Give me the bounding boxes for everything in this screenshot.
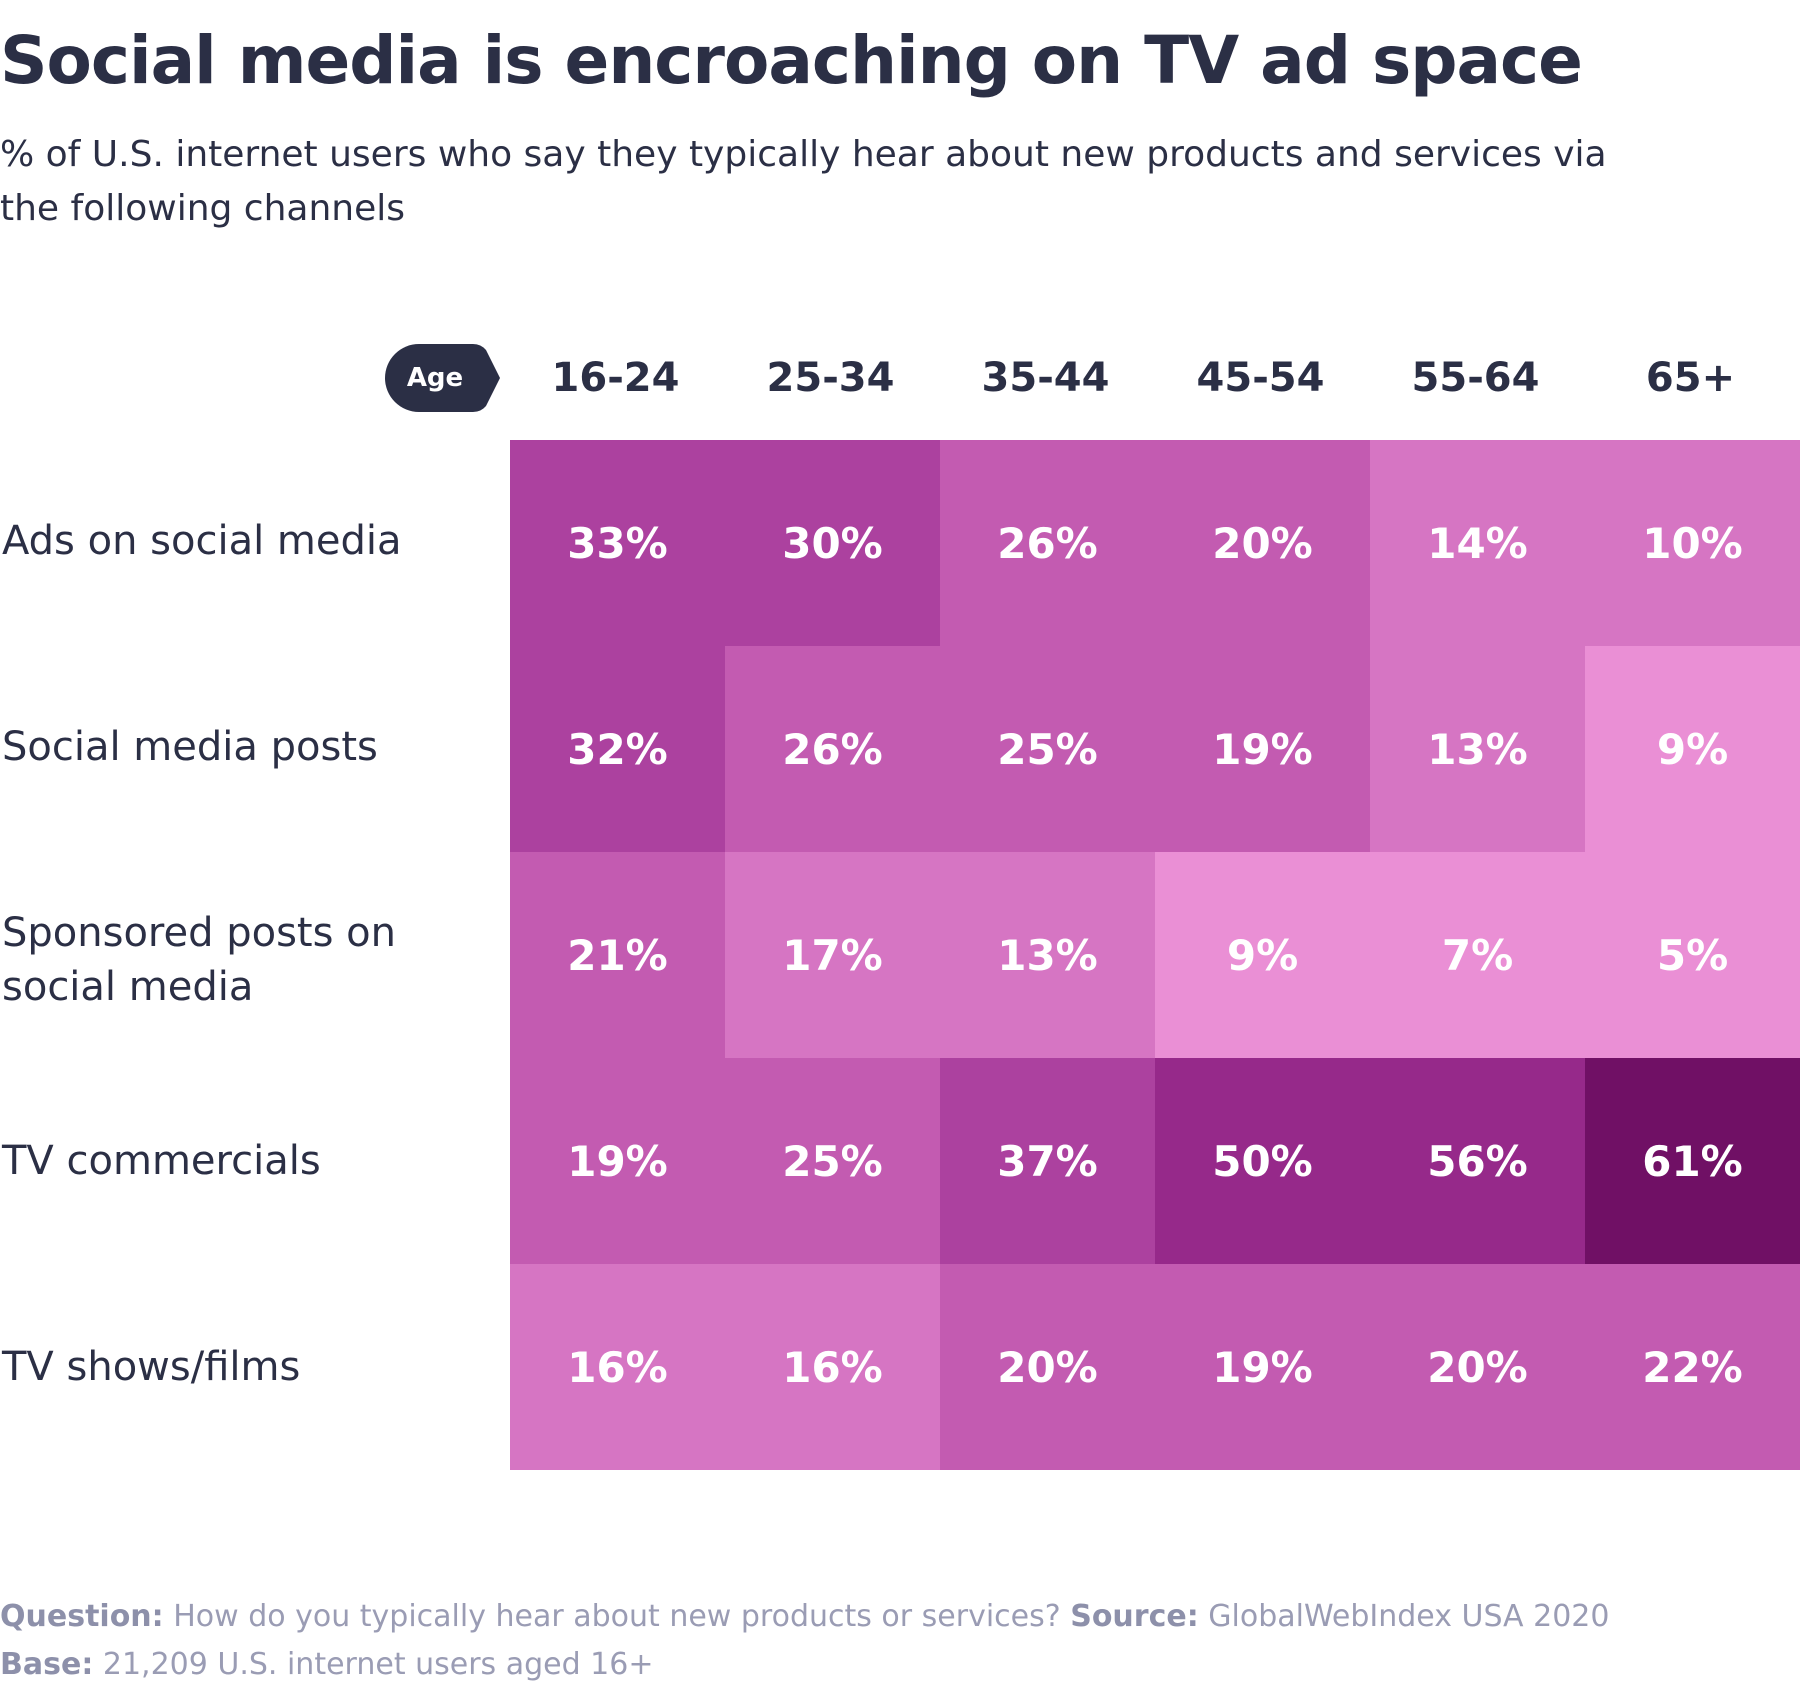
- base-label: Base:: [0, 1647, 94, 1682]
- heatmap-cell-label: 9%: [1657, 725, 1728, 774]
- heatmap-cell-label: 25%: [997, 725, 1098, 774]
- heatmap-cell-label: 14%: [1427, 519, 1528, 568]
- heatmap-cell: [725, 646, 940, 852]
- heatmap-cell-label: 9%: [1227, 931, 1298, 980]
- footer-line-base: Base: 21,209 U.S. internet users aged 16…: [0, 1642, 654, 1688]
- heatmap-cell: [1585, 1058, 1800, 1264]
- heatmap-cell: [940, 646, 1155, 852]
- heatmap-cell-label: 17%: [782, 931, 883, 980]
- heatmap-cell: [940, 1058, 1155, 1264]
- heatmap-cell-label: 20%: [997, 1343, 1098, 1392]
- heatmap-cell-label: 26%: [997, 519, 1098, 568]
- source-text: GlobalWebIndex USA 2020: [1208, 1599, 1610, 1634]
- heatmap-cell: [1370, 1058, 1585, 1264]
- heatmap-cell: [510, 1264, 725, 1470]
- row-label: Social media posts: [2, 724, 378, 770]
- heatmap-cell-label: 22%: [1642, 1343, 1743, 1392]
- heatmap-cell: [725, 1058, 940, 1264]
- heatmap-cell-label: 30%: [782, 519, 883, 568]
- heatmap-cell-label: 13%: [997, 931, 1098, 980]
- heatmap-cell: [510, 440, 725, 646]
- heatmap-cell: [1370, 1264, 1585, 1470]
- heatmap-cell: [1585, 852, 1800, 1058]
- heatmap-cell: [1155, 646, 1370, 852]
- heatmap-cell-label: 16%: [567, 1343, 668, 1392]
- heatmap-cell-label: 13%: [1427, 725, 1528, 774]
- heatmap-cell: [725, 1264, 940, 1470]
- heatmap-cell: [940, 852, 1155, 1058]
- heatmap-cell-label: 61%: [1642, 1137, 1743, 1186]
- column-header: 25-34: [766, 355, 895, 401]
- age-tag: Age: [385, 344, 500, 412]
- heatmap-cell-label: 7%: [1442, 931, 1513, 980]
- row-label: TV shows/films: [2, 1344, 301, 1390]
- heatmap-cell: [510, 852, 725, 1058]
- heatmap-cell-label: 19%: [567, 1137, 668, 1186]
- heatmap-cell: [1155, 852, 1370, 1058]
- age-tag-label: Age: [406, 363, 464, 393]
- source-label: Source:: [1070, 1599, 1199, 1634]
- heatmap-cell-label: 21%: [567, 931, 668, 980]
- heatmap-cell-label: 5%: [1657, 931, 1728, 980]
- column-header: 55-64: [1411, 355, 1540, 401]
- heatmap-cell-label: 32%: [567, 725, 668, 774]
- base-text: 21,209 U.S. internet users aged 16+: [102, 1647, 654, 1682]
- heatmap-cell-label: 56%: [1427, 1137, 1528, 1186]
- chart-subtitle: % of U.S. internet users who say they ty…: [0, 134, 1607, 229]
- column-header: 65+: [1645, 355, 1736, 401]
- heatmap-cell: [1370, 852, 1585, 1058]
- question-label: Question:: [0, 1599, 164, 1634]
- heatmap-cell-label: 33%: [567, 519, 668, 568]
- heatmap-cell: [725, 852, 940, 1058]
- heatmap-cell: [510, 1058, 725, 1264]
- question-text: How do you typically hear about new prod…: [173, 1599, 1061, 1634]
- heatmap-cell: [1370, 646, 1585, 852]
- heatmap-cell-label: 19%: [1212, 725, 1313, 774]
- column-header: 35-44: [981, 355, 1110, 401]
- heatmap-cell: [940, 440, 1155, 646]
- age-tag-shape: [385, 344, 500, 412]
- heatmap-cell: [1585, 440, 1800, 646]
- heatmap-cell: [510, 646, 725, 852]
- heatmap-cell-label: 19%: [1212, 1343, 1313, 1392]
- chart-title: Social media is encroaching on TV ad spa…: [0, 22, 1583, 99]
- footer-line-question: Question: How do you typically hear abou…: [0, 1594, 1609, 1640]
- heatmap-cell: [1585, 646, 1800, 852]
- heatmap-cell: [1370, 440, 1585, 646]
- heatmap-cell: [1585, 1264, 1800, 1470]
- row-label: Sponsored posts on social media: [2, 910, 396, 1010]
- heatmap-cell-label: 25%: [782, 1137, 883, 1186]
- column-header: 16-24: [551, 355, 680, 401]
- heatmap-cell-label: 16%: [782, 1343, 883, 1392]
- heatmap-cell: [725, 440, 940, 646]
- column-header: 45-54: [1196, 355, 1325, 401]
- heatmap-cell: [1155, 1058, 1370, 1264]
- heatmap-cell: [940, 1264, 1155, 1470]
- heatmap-cell: [1155, 1264, 1370, 1470]
- heatmap-cell-label: 10%: [1642, 519, 1743, 568]
- heatmap-cell-label: 37%: [997, 1137, 1098, 1186]
- row-label: Ads on social media: [2, 518, 402, 564]
- heatmap-cell: [1155, 440, 1370, 646]
- heatmap-cell-label: 50%: [1212, 1137, 1313, 1186]
- heatmap-cell-label: 20%: [1427, 1343, 1528, 1392]
- heatmap-cell-label: 20%: [1212, 519, 1313, 568]
- heatmap-cell-label: 26%: [782, 725, 883, 774]
- row-label: TV commercials: [2, 1138, 321, 1184]
